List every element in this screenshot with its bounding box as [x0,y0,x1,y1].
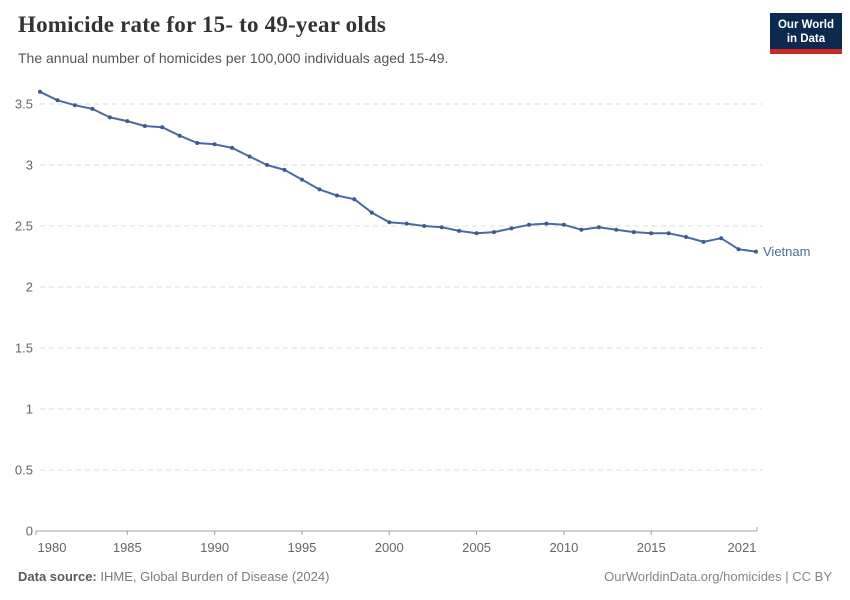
data-point [684,235,689,239]
data-point [561,222,566,227]
data-point [247,154,252,159]
data-point [404,221,409,226]
x-axis-tick-label: 2010 [549,540,578,555]
data-point [38,89,42,94]
y-axis-tick-label: 3 [26,158,33,173]
data-source-value: IHME, Global Burden of Disease (2024) [96,569,330,584]
data-point [317,187,322,192]
data-point [72,103,77,108]
data-point [282,167,287,172]
x-axis-tick-label: 2005 [462,540,491,555]
data-point [719,236,724,241]
y-axis-tick-label: 0 [26,524,33,539]
data-point [736,247,741,252]
data-point [579,227,584,232]
data-point [596,225,601,230]
data-point [631,230,636,235]
y-axis-tick-label: 2.5 [15,219,33,234]
data-point [614,227,619,232]
x-axis-tick-label: 2015 [637,540,666,555]
data-point [509,226,514,231]
data-point [369,210,374,215]
data-point [125,119,130,124]
owid-logo-line1: Our World [777,19,834,31]
data-point [666,231,671,236]
data-point [90,106,95,111]
data-point [107,115,112,120]
data-point [230,145,235,150]
x-axis-tick-label: 2000 [375,540,404,555]
x-axis-tick-label: 1980 [38,540,67,555]
y-axis-tick-label: 3.5 [15,97,33,112]
x-axis-tick-label: 1995 [287,540,316,555]
data-point [422,224,427,228]
data-point [177,133,182,138]
owid-logo-line2: in Data [786,33,826,45]
y-axis-tick-label: 1.5 [15,341,33,356]
data-point [265,163,269,167]
data-point [334,193,339,198]
data-source: Data source: IHME, Global Burden of Dise… [18,569,329,584]
data-source-label: Data source: [18,569,97,584]
data-point [352,197,357,202]
data-point [439,225,444,230]
data-point [212,142,217,147]
credit-link[interactable]: OurWorldinData.org/homicides | CC BY [604,569,832,584]
data-point [160,125,165,130]
owid-logo[interactable]: Our World in Data [769,13,842,54]
data-point [701,239,706,244]
y-axis-tick-label: 2 [26,280,33,295]
y-axis-tick-label: 1 [26,402,33,417]
page-title: Homicide rate for 15- to 49-year olds [18,12,387,37]
data-point [300,177,304,182]
data-point [492,230,496,235]
data-point [55,98,60,103]
series-label-vietnam[interactable]: Vietnam [763,244,810,259]
x-axis-tick-label: 1985 [113,540,142,555]
chart-subtitle: The annual number of homicides per 100,0… [18,50,449,66]
data-point [649,231,654,236]
x-axis-tick-label: 1990 [200,540,229,555]
data-point [544,221,549,226]
data-point [195,141,200,145]
data-point [457,228,462,233]
x-axis-tick-label: 2021 [728,540,757,555]
data-point [387,220,392,225]
series-line-vietnam[interactable] [39,90,757,253]
data-point [754,249,758,254]
data-point [527,222,531,227]
data-point [142,124,147,128]
data-point [474,231,479,236]
y-axis-tick-label: 0.5 [15,463,33,478]
